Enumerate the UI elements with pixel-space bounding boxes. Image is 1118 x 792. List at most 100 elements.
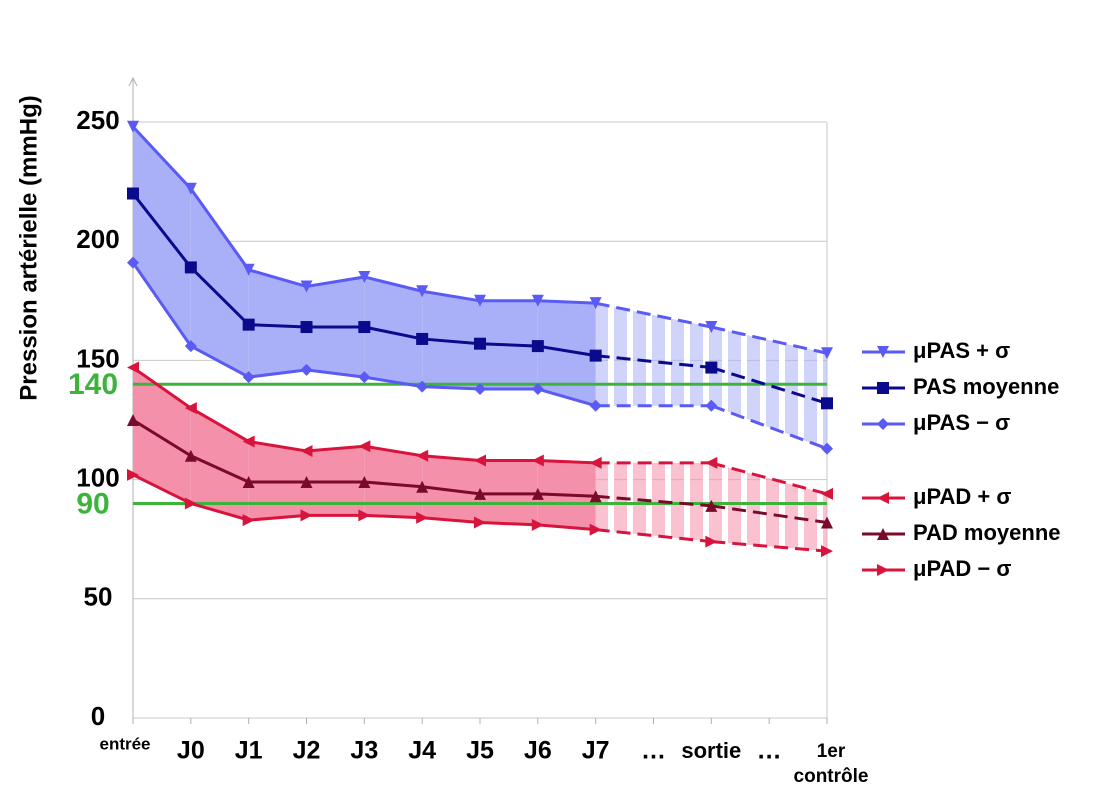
reference-label: 90 — [76, 487, 109, 520]
marker — [358, 270, 371, 283]
y-tick-label: 200 — [76, 224, 119, 254]
marker — [705, 399, 718, 412]
series-bridge — [711, 540, 828, 553]
x-tick-label: J3 — [350, 737, 378, 765]
marker — [127, 468, 139, 481]
band — [133, 126, 191, 347]
legend-label: μPAS + σ — [913, 338, 1010, 363]
marker — [358, 371, 371, 384]
marker — [877, 382, 889, 394]
reference-label: 140 — [68, 368, 118, 401]
x-tick-label: J5 — [466, 737, 494, 765]
marker — [242, 318, 255, 331]
x-tick-label: J0 — [177, 737, 205, 765]
x-tick-label: … — [641, 737, 666, 765]
marker — [821, 397, 833, 410]
y-tick-label: 250 — [76, 105, 119, 135]
marker — [242, 514, 255, 527]
marker — [242, 475, 255, 488]
marker — [300, 321, 313, 334]
marker — [589, 297, 602, 310]
marker — [242, 263, 255, 276]
marker — [705, 456, 718, 469]
marker — [474, 454, 486, 467]
marker — [821, 442, 833, 455]
x-tick-label: 1er contrôle — [794, 741, 869, 787]
x-tick-label: entrée — [99, 734, 150, 753]
marker — [589, 399, 602, 412]
marker — [358, 475, 371, 488]
marker — [416, 332, 429, 345]
marker — [474, 383, 486, 396]
marker — [184, 449, 197, 462]
x-tick-label: … — [757, 737, 782, 765]
band — [190, 408, 249, 521]
marker — [877, 564, 889, 576]
series-bridge — [595, 354, 712, 370]
x-tick-label: sortie — [681, 738, 741, 763]
legend-label: PAD moyenne — [913, 520, 1061, 545]
x-tick-label: J7 — [582, 737, 610, 765]
marker — [300, 475, 313, 488]
marker — [877, 418, 889, 430]
marker — [300, 509, 313, 522]
legend-label: μPAD + σ — [913, 484, 1011, 509]
legend-label: PAS moyenne — [913, 374, 1059, 399]
marker — [184, 402, 197, 415]
marker — [416, 449, 429, 462]
y-tick-label: 0 — [91, 701, 105, 731]
marker — [127, 256, 139, 269]
marker — [589, 490, 602, 503]
marker — [300, 444, 313, 457]
marker — [877, 528, 889, 540]
band-stripes — [711, 462, 827, 552]
marker — [531, 383, 544, 396]
band — [190, 188, 249, 378]
marker — [127, 414, 139, 426]
x-tick-label: J4 — [408, 737, 436, 765]
y-tick-label: 150 — [76, 343, 119, 373]
band-stripes — [595, 303, 712, 406]
y-axis-arrow — [128, 76, 138, 87]
marker — [242, 371, 255, 384]
marker — [531, 454, 544, 467]
marker — [300, 363, 313, 376]
marker — [127, 187, 139, 200]
y-axis-label: Pression artérielle (mmHg) — [15, 95, 42, 400]
marker — [705, 499, 718, 512]
marker — [127, 361, 139, 374]
legend-label: μPAD − σ — [913, 556, 1011, 581]
marker — [589, 456, 602, 469]
marker — [705, 535, 718, 548]
marker — [821, 347, 833, 360]
marker — [474, 487, 486, 500]
legend-label: μPAS − σ — [913, 410, 1010, 435]
marker — [474, 516, 486, 529]
marker — [705, 361, 718, 374]
marker — [358, 509, 371, 522]
marker — [474, 337, 486, 350]
marker — [531, 487, 544, 500]
marker — [531, 340, 544, 353]
marker — [531, 294, 544, 307]
marker — [821, 545, 833, 558]
y-tick-label: 100 — [76, 462, 119, 492]
marker — [877, 346, 889, 358]
marker — [358, 440, 371, 453]
marker — [416, 511, 429, 524]
x-tick-label: J2 — [293, 737, 321, 765]
band — [133, 367, 191, 504]
band-stripes — [711, 327, 827, 449]
marker — [589, 523, 602, 536]
band — [248, 269, 307, 378]
series-bridge — [711, 504, 828, 524]
marker — [358, 321, 371, 334]
marker — [184, 340, 197, 353]
marker — [531, 518, 544, 531]
series-bridge — [595, 528, 712, 544]
marker — [474, 294, 486, 307]
series-bridge — [595, 494, 712, 508]
marker — [821, 516, 833, 529]
y-tick-label: 50 — [84, 582, 113, 612]
